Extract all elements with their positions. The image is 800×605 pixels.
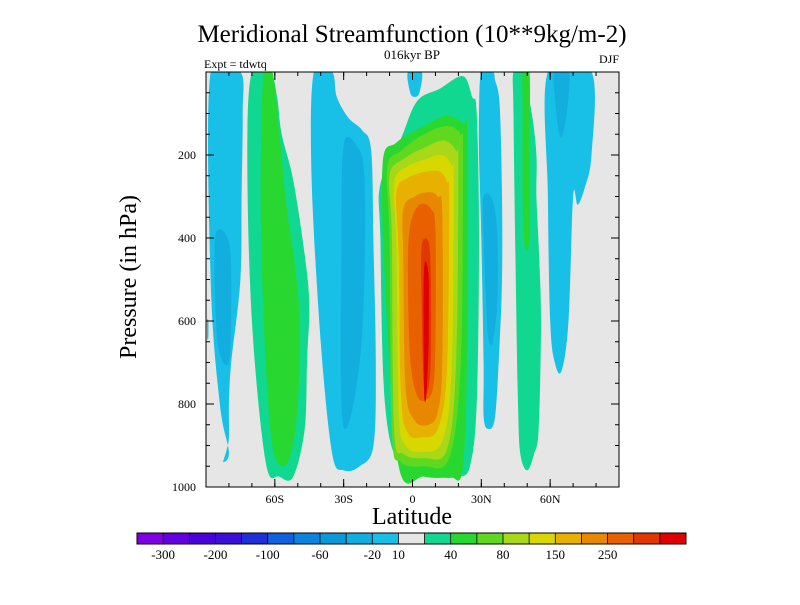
colorbar-label: -20: [364, 547, 381, 562]
x-axis-label: Latitude: [372, 504, 452, 530]
x-tick-label: 60S: [265, 492, 284, 506]
x-tick-label: 30S: [334, 492, 353, 506]
contour-sh-edge-strip: [207, 318, 209, 340]
y-axis-label: Pressure (in hPa): [116, 195, 142, 359]
colorbar-swatch: [241, 533, 269, 544]
y-tick-label: 200: [178, 148, 196, 162]
contour-nh-polar-core: [553, 72, 570, 138]
colorbar-swatch: [607, 533, 635, 544]
colorbar-swatch: [555, 533, 582, 544]
axes: 60S 30S 0 30N 60N 200 400 600 800 1000: [172, 71, 620, 506]
chart-subtitle: 016kyr BP: [384, 47, 440, 62]
colorbar-swatch: [267, 533, 295, 544]
contour-nh-ferrel-cell: [512, 72, 541, 471]
colorbar-swatch: [581, 533, 608, 544]
colorbar-label: -60: [311, 547, 328, 562]
colorbar-label: 250: [598, 547, 618, 562]
colorbar-swatch: [503, 533, 530, 544]
contour-nh-polar-cell: [544, 72, 595, 374]
colorbar-swatch: [163, 533, 190, 544]
colorbar-label: 80: [497, 547, 510, 562]
colorbar-label: -200: [204, 547, 228, 562]
y-tick-label: 400: [178, 231, 196, 245]
colorbar-swatch: [372, 533, 399, 544]
contour-sh-polar-core: [214, 229, 232, 366]
contour-nh-ferrel-core: [522, 72, 531, 251]
experiment-label: Expt = tdwtq: [204, 57, 267, 71]
x-tick-label: 60N: [540, 492, 561, 506]
contour-sh-ferrel-core: [260, 72, 301, 467]
colorbar-swatch: [293, 533, 321, 544]
colorbar-label: -100: [256, 547, 280, 562]
colorbar-swatch: [633, 533, 661, 544]
x-tick-label: 0: [410, 492, 416, 506]
plot-area: [206, 72, 619, 487]
colorbar-frame: [136, 532, 687, 545]
y-tick-label: 1000: [172, 480, 196, 494]
contour-nh-mid-core: [482, 193, 498, 346]
colorbar-swatch: [189, 533, 216, 544]
colorbar-swatch: [346, 533, 373, 544]
colorbar-swatch: [529, 533, 556, 544]
colorbar-swatch: [476, 533, 504, 544]
chart-title: Meridional Streamfunction (10**9kg/m-2): [197, 21, 626, 48]
colorbar-swatch: [424, 533, 452, 544]
contour-nh-top-cell: [407, 72, 423, 97]
contour-hadley-max: [423, 261, 429, 403]
colorbar-swatch: [137, 533, 164, 544]
colorbar-label: 150: [546, 547, 566, 562]
contour-fills: [207, 72, 595, 484]
contour-sh-mid-core: [340, 136, 366, 430]
y-tick-label: 600: [178, 314, 196, 328]
colorbar-label: 40: [444, 547, 457, 562]
colorbar-swatch: [215, 533, 242, 544]
colorbar-label: 10: [392, 547, 405, 562]
colorbar-swatch: [398, 533, 425, 544]
y-tick-label: 800: [178, 397, 196, 411]
colorbar-swatch: [659, 533, 687, 544]
colorbar-label: -300: [151, 547, 175, 562]
colorbar: -300 -200 -100 -60 -20 10 40 80 150 250: [136, 532, 687, 562]
colorbar-swatch: [450, 533, 478, 544]
colorbar-swatch: [320, 533, 347, 544]
x-tick-label: 30N: [471, 492, 492, 506]
season-label: DJF: [599, 52, 619, 66]
